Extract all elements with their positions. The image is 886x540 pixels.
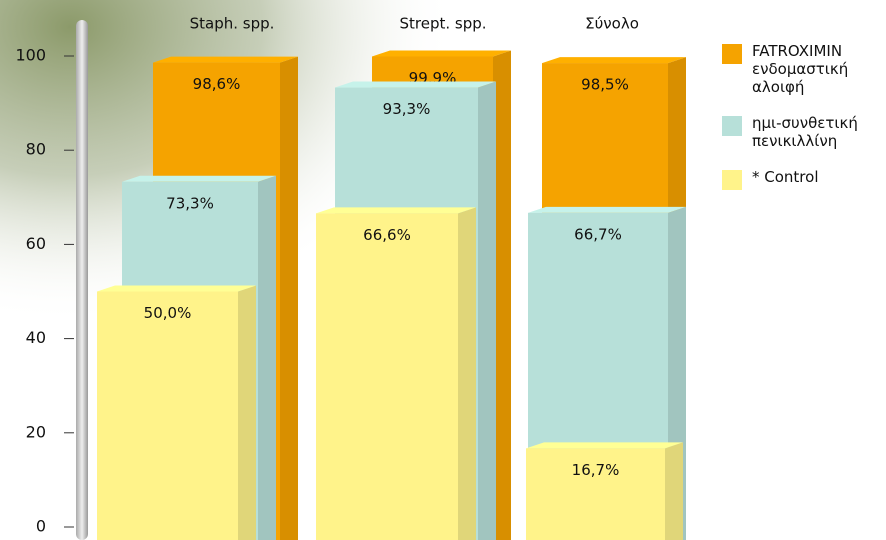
- bar-side: [665, 442, 683, 540]
- y-tick-label: 80: [26, 140, 46, 159]
- value-label: 66,7%: [574, 225, 622, 243]
- bar-top: [153, 57, 298, 63]
- y-tick-label: 100: [15, 46, 46, 65]
- axis-pole: [76, 20, 88, 540]
- legend-item: * Control: [722, 168, 882, 190]
- page: 0 20 40 60 80 100 Staph. spp. Strept. spp. Σύνολ…: [0, 0, 886, 540]
- legend-item: ημι-συνθετική πενικιλλίνη: [722, 114, 882, 150]
- bar-top: [316, 207, 476, 213]
- y-tick-label: 20: [26, 422, 46, 441]
- y-tick-label: 40: [26, 328, 46, 347]
- bar-top: [542, 57, 686, 63]
- legend-label: * Control: [752, 168, 877, 186]
- category-label: Σύνολο: [585, 15, 639, 33]
- legend-item: FATROXIMIN ενδομαστική αλοιφή: [722, 42, 882, 96]
- category-label: Strept. spp.: [399, 15, 486, 33]
- y-tick-label: 60: [26, 234, 46, 253]
- value-label: 98,6%: [193, 75, 241, 93]
- legend-swatch: [722, 116, 742, 136]
- category-label: Staph. spp.: [190, 15, 275, 33]
- bar-top: [335, 82, 496, 88]
- bar: [97, 292, 238, 540]
- value-label: 98,5%: [581, 76, 629, 94]
- bar: [316, 213, 458, 540]
- y-tick-label: 0: [36, 517, 46, 536]
- bar-top: [372, 50, 511, 56]
- bar-side: [280, 57, 298, 540]
- value-label: 93,3%: [383, 100, 431, 118]
- value-label: 73,3%: [166, 194, 214, 212]
- legend-label: FATROXIMIN ενδομαστική αλοιφή: [752, 42, 877, 96]
- legend-swatch: [722, 170, 742, 190]
- legend-label: ημι-συνθετική πενικιλλίνη: [752, 114, 877, 150]
- bar-top: [526, 442, 683, 448]
- bar-side: [458, 207, 476, 540]
- bar-side: [238, 286, 256, 540]
- legend: FATROXIMIN ενδομαστική αλοιφή ημι-συνθετι…: [722, 42, 882, 208]
- bar-top: [122, 176, 276, 182]
- value-label: 66,6%: [363, 226, 411, 244]
- bar-top: [97, 286, 256, 292]
- bar-top: [528, 207, 686, 213]
- bar-side: [258, 176, 276, 540]
- value-label: 50,0%: [144, 304, 192, 322]
- legend-swatch: [722, 44, 742, 64]
- value-label: 16,7%: [572, 461, 620, 479]
- bar-side: [478, 82, 496, 540]
